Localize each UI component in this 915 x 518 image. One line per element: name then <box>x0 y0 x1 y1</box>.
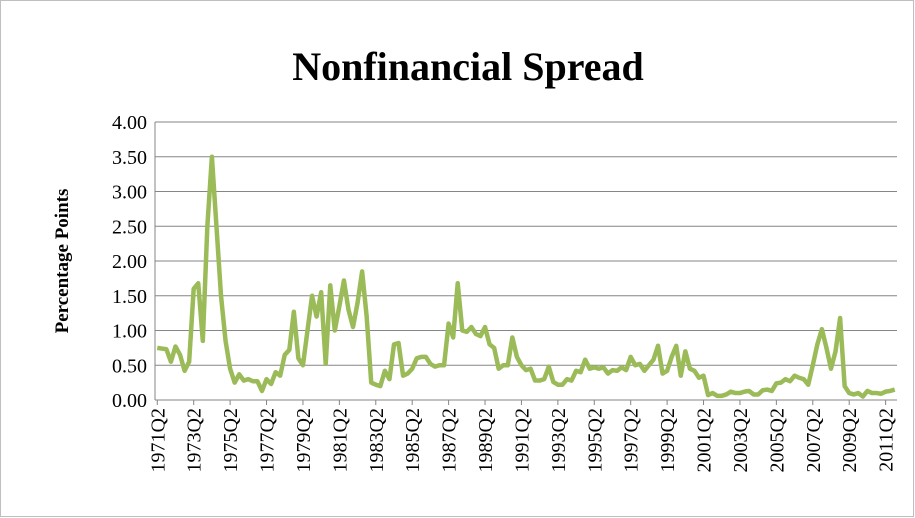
x-tick-label: 1975Q2 <box>220 408 242 472</box>
y-axis-label: Percentage Points <box>52 189 73 334</box>
y-tick-label: 3.50 <box>112 147 147 169</box>
y-tick-label: 4.00 <box>112 112 147 134</box>
y-tick-label: 2.50 <box>112 216 147 238</box>
x-tick-label: 1981Q2 <box>329 408 351 472</box>
chart-title: Nonfinancial Spread <box>292 44 644 89</box>
x-tick-label: 2009Q2 <box>839 408 861 472</box>
x-tick-label: 2001Q2 <box>694 408 716 472</box>
x-tick-label: 1971Q2 <box>147 408 169 472</box>
x-tick-label: 1997Q2 <box>621 408 643 472</box>
y-tick-label: 2.00 <box>112 251 147 273</box>
x-tick-label: 1987Q2 <box>439 408 461 472</box>
x-tick-label: 1999Q2 <box>657 408 679 472</box>
x-tick-label: 1977Q2 <box>257 408 279 472</box>
x-tick-label: 1993Q2 <box>548 408 570 472</box>
y-tick-label: 1.50 <box>112 286 147 308</box>
x-tick-label: 2007Q2 <box>803 408 825 472</box>
x-tick-label: 1983Q2 <box>366 408 388 472</box>
x-tick-label: 2005Q2 <box>766 408 788 472</box>
x-tick-label: 2011Q2 <box>876 408 898 472</box>
y-tick-label: 0.50 <box>112 355 147 377</box>
data-line <box>156 154 896 399</box>
x-tick-label: 1973Q2 <box>184 408 206 472</box>
y-tick-label: 3.00 <box>112 182 147 204</box>
y-tick-label: 0.00 <box>112 390 147 412</box>
y-tick-label: 1.00 <box>112 321 147 343</box>
x-tick-label: 2003Q2 <box>730 408 752 472</box>
x-tick-label: 1989Q2 <box>475 408 497 472</box>
x-tick-label: 1985Q2 <box>402 408 424 472</box>
x-tick-label: 1979Q2 <box>293 408 315 472</box>
x-tick-label: 1991Q2 <box>511 408 533 472</box>
x-tick-label: 1995Q2 <box>584 408 606 472</box>
